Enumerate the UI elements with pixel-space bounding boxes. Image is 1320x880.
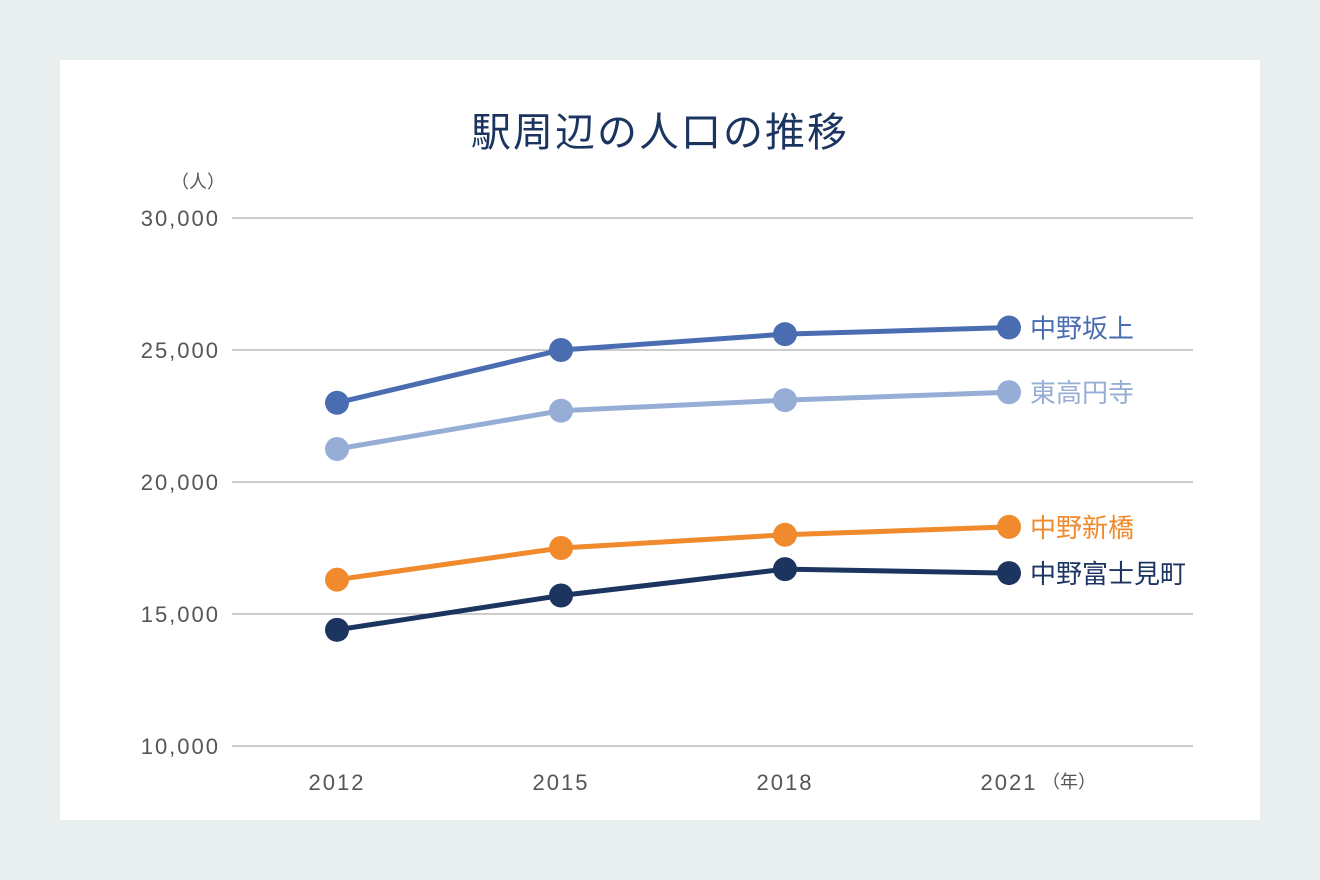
data-point [773, 557, 797, 582]
x-axis-unit: （年） [1042, 772, 1096, 793]
data-point [325, 567, 349, 592]
series-label: 中野新橋 [1030, 514, 1134, 544]
series-label: 中野富士見町 [1030, 560, 1186, 590]
data-point [549, 536, 573, 560]
series-line [336, 389, 1010, 452]
data-point [997, 315, 1021, 340]
chart-title: 駅周辺の人口の推移 [471, 110, 849, 156]
y-axis-unit: （人） [171, 172, 225, 193]
series-line [336, 325, 1010, 406]
series-line [336, 524, 1010, 583]
y-tick-label: 15,000 [141, 602, 220, 627]
y-tick-label: 10,000 [141, 734, 220, 759]
data-point [773, 322, 797, 347]
series-label: 東高円寺 [1030, 379, 1134, 409]
data-point [325, 437, 349, 461]
y-tick-label: 30,000 [141, 206, 220, 231]
data-point [325, 617, 349, 642]
x-tick-label: 2018 [757, 770, 814, 795]
data-point [773, 388, 797, 413]
data-point [773, 522, 797, 547]
chart-card [60, 60, 1260, 820]
data-point [549, 338, 573, 362]
data-point [325, 390, 349, 415]
data-point [549, 398, 573, 423]
y-tick-label: 25,000 [141, 338, 220, 363]
data-point [997, 380, 1021, 405]
data-point [997, 561, 1021, 586]
x-tick-label: 2012 [309, 770, 366, 795]
y-tick-label: 20,000 [141, 470, 220, 495]
x-tick-label: 2021 [981, 770, 1038, 795]
series-label: 中野坂上 [1030, 315, 1134, 345]
series-line [336, 566, 1010, 633]
x-tick-label: 2015 [533, 770, 590, 795]
data-point [997, 514, 1021, 539]
data-point [549, 583, 573, 608]
